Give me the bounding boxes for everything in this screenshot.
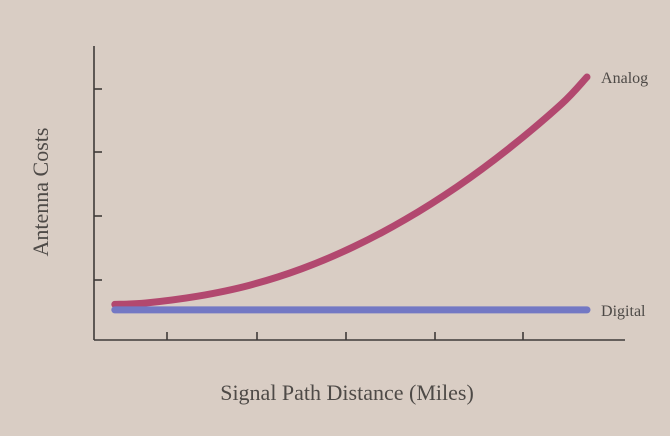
series-line-analog bbox=[111, 73, 591, 308]
series-label-digital: Digital bbox=[601, 303, 646, 320]
series-layer bbox=[111, 73, 591, 314]
series-labels: Analog Digital bbox=[601, 70, 648, 320]
axes bbox=[93, 46, 625, 341]
series-label-analog: Analog bbox=[601, 70, 648, 87]
axis-ticks bbox=[94, 88, 524, 340]
y-axis-title: Antenna Costs bbox=[28, 128, 53, 257]
x-axis-title: Signal Path Distance (Miles) bbox=[220, 380, 474, 405]
